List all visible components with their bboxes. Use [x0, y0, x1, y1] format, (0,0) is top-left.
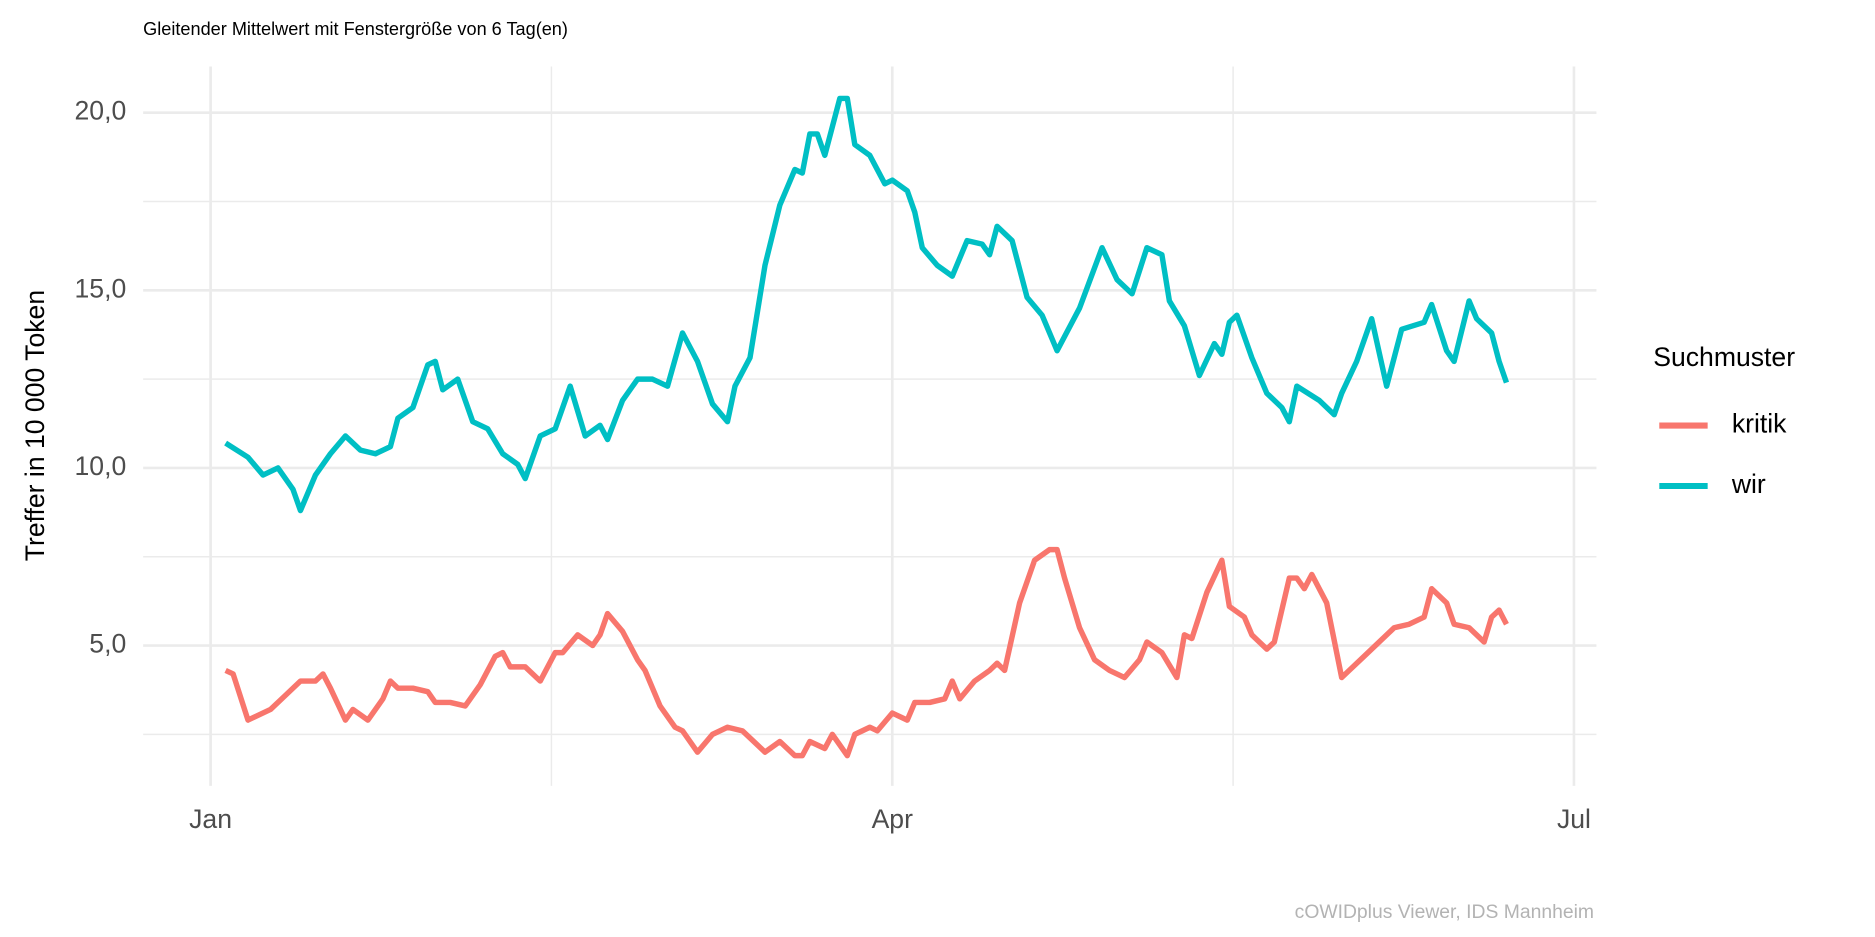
line-series	[224, 546, 1509, 759]
y-axis-label: Treffer in 10 000 Token	[20, 290, 50, 561]
legend-title: Suchmuster	[1653, 342, 1795, 372]
caption: cOWIDplus Viewer, IDS Mannheim	[1295, 901, 1594, 923]
y-tick-label: 5,0	[89, 629, 126, 659]
x-tick-label: Apr	[872, 804, 914, 834]
y-tick-label: 15,0	[75, 273, 127, 303]
legend-label: wir	[1731, 469, 1766, 499]
x-tick-label: Jan	[189, 804, 232, 834]
y-tick-label: 10,0	[75, 451, 127, 481]
legend-label: kritik	[1732, 409, 1787, 439]
line-series	[224, 95, 1510, 514]
y-tick-label: 20,0	[75, 96, 127, 126]
x-tick-label: Jul	[1557, 804, 1591, 834]
chart-title: Gleitender Mittelwert mit Fenstergröße v…	[143, 19, 568, 39]
